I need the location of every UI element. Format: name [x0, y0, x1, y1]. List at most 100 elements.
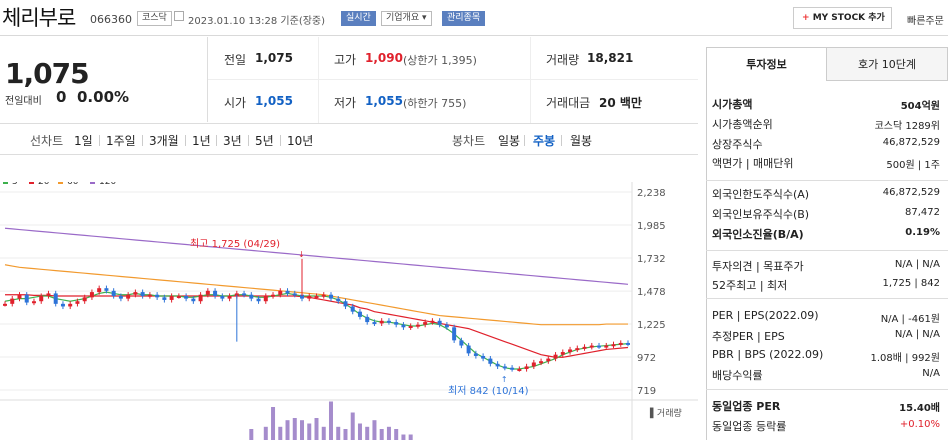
info-label: PBR | BPS (2022.09): [712, 348, 824, 361]
volume-bar: [379, 429, 384, 440]
up-arrow-icon: ↑: [501, 375, 508, 384]
volume-bar: [328, 401, 333, 440]
candle-body: [343, 301, 348, 307]
tab-5y[interactable]: 5년: [255, 134, 274, 148]
info-value: 46,872,529: [882, 137, 940, 148]
candle-body: [568, 349, 573, 353]
quote-divider: [208, 79, 698, 80]
ma20-line: [5, 294, 629, 358]
volume-bar: [343, 429, 348, 440]
candle-body: [3, 303, 7, 306]
quote-col-divider: [318, 37, 319, 123]
info-value: 1,725 | 842: [882, 278, 940, 289]
change-value: 0: [56, 88, 67, 106]
candle-body: [408, 325, 413, 328]
volume-bar: [314, 418, 319, 440]
candle-body: [126, 294, 131, 299]
company-info-dropdown[interactable]: 기업개요 ▾: [381, 11, 432, 26]
tab-3m[interactable]: 3개월: [149, 134, 179, 148]
managed-stock-badge: 관리종목: [442, 11, 486, 26]
info-label: 추정PER | EPS: [712, 330, 785, 343]
realtime-badge[interactable]: 실시간: [341, 11, 376, 26]
amount-value: 20 백만: [599, 96, 642, 110]
panel-divider: [706, 180, 948, 181]
info-value: 500원 | 1주: [886, 160, 940, 171]
ma120-line: [4, 227, 629, 285]
candle-body: [401, 324, 406, 328]
volume-bar: [285, 420, 290, 440]
candle-body: [104, 288, 109, 291]
plus-icon: +: [802, 13, 810, 23]
tab-weekly[interactable]: 주봉: [533, 134, 556, 148]
tab-1w[interactable]: 1주일: [106, 134, 136, 148]
prev-close-label: 전일: [224, 53, 247, 67]
candle-body: [459, 340, 464, 346]
info-label: 52주최고 | 최저: [712, 279, 788, 292]
quick-order-link[interactable]: 빠른주문: [907, 16, 944, 27]
candle-body: [169, 296, 174, 300]
candle-body: [589, 345, 594, 348]
candle-body: [626, 342, 630, 345]
candle-chart-label: 봉차트: [452, 134, 486, 148]
info-value: 46,872,529: [882, 187, 940, 198]
candle-body: [263, 296, 268, 302]
low-annotation: 최저 842 (10/14): [448, 385, 529, 397]
info-value: 0.19%: [905, 227, 940, 238]
tab-1d[interactable]: 1일: [74, 134, 93, 148]
info-label: PER | EPS(2022.09): [712, 309, 819, 322]
y-tick-label: 1,478: [637, 287, 666, 298]
chart-period-tabs: 선차트 1일 1주일 3개월 1년 3년 5년 10년 봉차트 일봉 주봉 월봉: [0, 123, 698, 155]
panel-divider: [706, 389, 948, 390]
quote-col-divider: [530, 37, 531, 123]
y-tick-label: 2,238: [637, 188, 666, 199]
tab-3y[interactable]: 3년: [223, 134, 242, 148]
info-value: N/A | -461원: [880, 314, 940, 325]
current-price-panel: 1,075 전일대비 0 0.00%: [0, 37, 208, 122]
tab-1y[interactable]: 1년: [192, 134, 211, 148]
calendar-icon: [174, 11, 184, 21]
candle-body: [553, 354, 558, 359]
volume-bar: [350, 412, 355, 440]
current-price: 1,075: [5, 57, 90, 90]
info-value: N/A: [922, 368, 940, 379]
candle-body: [147, 294, 152, 297]
high-label: 고가: [334, 53, 357, 67]
add-my-stock-button[interactable]: + MY STOCK 추가: [793, 7, 892, 29]
tab-separator: [99, 135, 100, 146]
tab-orderbook[interactable]: 호가 10단계: [826, 47, 948, 81]
legend-label: 120: [99, 182, 116, 187]
info-value: N/A | N/A: [894, 259, 940, 270]
volume-bar: [357, 423, 362, 440]
lower-limit: (하한가 755): [403, 97, 467, 110]
info-value: 코스닥 1289위: [874, 121, 940, 132]
candle-body: [372, 322, 377, 325]
y-tick-label: 719: [637, 386, 656, 397]
info-label: 시가총액: [712, 98, 753, 111]
tab-daily[interactable]: 일봉: [498, 134, 521, 148]
candle-body: [46, 293, 51, 297]
volume-value: 18,821: [587, 51, 634, 65]
tab-10y[interactable]: 10년: [287, 134, 314, 148]
candle-body: [227, 296, 232, 299]
candle-body: [184, 296, 189, 299]
legend-swatch: [29, 179, 34, 184]
down-arrow-icon: ↓: [298, 250, 305, 259]
candle-body: [31, 301, 36, 304]
candle-body: [97, 288, 102, 293]
candle-body: [10, 298, 15, 304]
candle-body: [300, 294, 305, 299]
candle-body: [321, 294, 326, 297]
candle-body: [611, 344, 616, 347]
candle-body: [575, 348, 580, 351]
legend-label: 5: [12, 182, 18, 187]
change-percent: 0.00%: [77, 88, 130, 106]
candle-body: [176, 296, 181, 299]
info-value: N/A | N/A: [894, 329, 940, 340]
info-label: 액면가 | 매매단위: [712, 157, 794, 170]
chart-svg: 2,238 1,985 1,732 1,478 1,225 972 719 5 20 60 120 최…: [0, 177, 698, 440]
tab-monthly[interactable]: 월봉: [570, 134, 593, 148]
candle-body: [365, 316, 370, 323]
candle-body: [394, 322, 399, 325]
stock-name: 체리부로: [2, 6, 76, 30]
candle-body: [53, 293, 58, 304]
